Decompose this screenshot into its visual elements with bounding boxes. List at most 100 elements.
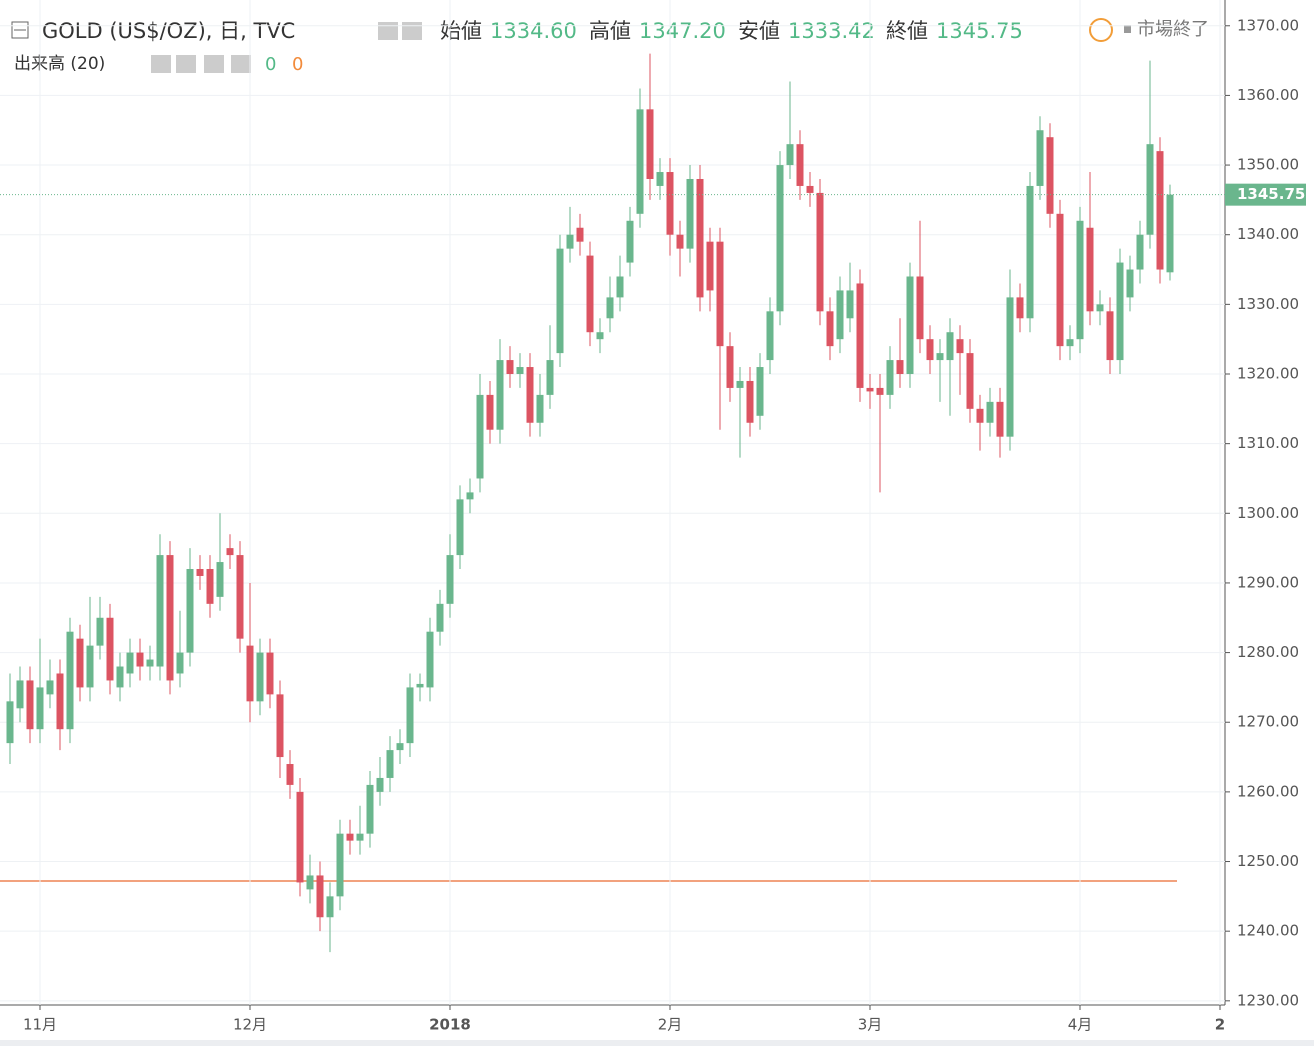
high-label: 高値 (589, 19, 631, 43)
market-status: 市場終了 (1137, 19, 1209, 40)
y-tick-label: 1230.00 (1237, 991, 1299, 1009)
candle-body (1096, 304, 1104, 312)
y-tick-label: 1300.00 (1237, 504, 1299, 522)
candle-body (1056, 213, 1064, 347)
candle-body (16, 680, 24, 709)
open-label: 始値 (440, 19, 482, 43)
candle-body (36, 687, 44, 730)
candle-body (836, 290, 844, 340)
candle-body (746, 380, 754, 423)
candle-body (796, 144, 804, 186)
candle-body (1116, 262, 1124, 361)
candle-body (186, 569, 194, 653)
y-tick-label: 1290.00 (1237, 573, 1299, 591)
gear-icon[interactable] (402, 22, 422, 40)
candle-body (606, 297, 614, 319)
volume-value: 0 (265, 54, 276, 75)
x-tick-label: 2018 (429, 1016, 471, 1034)
candle-body (956, 339, 964, 354)
candle-body (196, 569, 204, 576)
candle-body (366, 784, 374, 834)
collapse-icon[interactable] (11, 21, 29, 39)
candle-body (106, 617, 114, 681)
candle-body (316, 875, 324, 918)
candle-body (396, 743, 404, 751)
candle-body (136, 652, 144, 667)
y-tick-label: 1260.00 (1237, 782, 1299, 800)
candle-body (486, 394, 494, 430)
candle-body (586, 255, 594, 333)
candle-body (546, 360, 554, 395)
candle-body (846, 290, 854, 319)
last-price-label: 1345.75 (1237, 185, 1305, 203)
candle-body (26, 680, 34, 730)
candle-body (456, 499, 464, 556)
candle-body (626, 220, 634, 263)
candle-body (206, 569, 214, 604)
candle-body (1086, 227, 1094, 312)
candle-body (1156, 151, 1164, 270)
candle-body (306, 875, 314, 890)
candle-body (76, 638, 84, 688)
candle-body (996, 401, 1004, 437)
candle-body (426, 631, 434, 688)
candle-body (946, 332, 954, 361)
y-tick-label: 1340.00 (1237, 225, 1299, 243)
gear-icon[interactable] (176, 55, 196, 73)
candle-body (666, 172, 674, 235)
candle-body (266, 652, 274, 695)
x-tick-label: 3月 (858, 1016, 883, 1034)
candle-body (156, 555, 164, 667)
candles (6, 53, 1174, 953)
x-tick-label: 12月 (233, 1016, 267, 1034)
y-tick-label: 1320.00 (1237, 365, 1299, 383)
candle-body (176, 652, 184, 674)
candle-body (96, 617, 104, 646)
alert-icon[interactable] (1089, 18, 1113, 42)
candle-body (926, 339, 934, 361)
open-value: 1334.60 (490, 19, 577, 43)
low-label: 安値 (738, 19, 780, 43)
candle-body (46, 680, 54, 695)
x-tick-label: 4月 (1068, 1016, 1093, 1034)
candle-body (936, 353, 944, 361)
y-tick-label: 1310.00 (1237, 434, 1299, 452)
plus-icon[interactable] (204, 55, 224, 73)
high-value: 1347.20 (639, 19, 726, 43)
candle-body (6, 701, 14, 744)
eye-icon[interactable] (151, 55, 171, 73)
close-value: 1345.75 (936, 19, 1023, 43)
x-tick-label: 2月 (658, 1016, 683, 1034)
candle-body (116, 666, 124, 688)
candle-body (356, 833, 364, 841)
candle-body (716, 241, 724, 347)
grid (0, 0, 1225, 1005)
candle-body (376, 777, 384, 792)
candle-body (436, 603, 444, 632)
candle-body (296, 791, 304, 883)
candle-body (1106, 311, 1114, 361)
candle-body (676, 234, 684, 249)
y-tick-label: 1270.00 (1237, 713, 1299, 731)
candle-body (526, 367, 534, 423)
candle-body (766, 311, 774, 361)
candle-body (856, 283, 864, 388)
candle-body (216, 562, 224, 597)
candle-body (326, 896, 334, 918)
candle-body (246, 645, 254, 702)
candle-body (1066, 339, 1074, 347)
candle-body (336, 833, 344, 897)
close-icon[interactable] (231, 55, 251, 73)
candle-body (286, 764, 294, 785)
candle-body (576, 227, 584, 242)
candle-body (496, 360, 504, 430)
candle-body (786, 144, 794, 166)
candle-body (646, 109, 654, 179)
candle-body (736, 380, 744, 388)
candle-body (86, 645, 94, 688)
candle-body (1036, 130, 1044, 186)
candle-body (706, 241, 714, 291)
eye-icon[interactable] (378, 22, 398, 40)
volume-label: 出来高 (20) (14, 54, 105, 74)
